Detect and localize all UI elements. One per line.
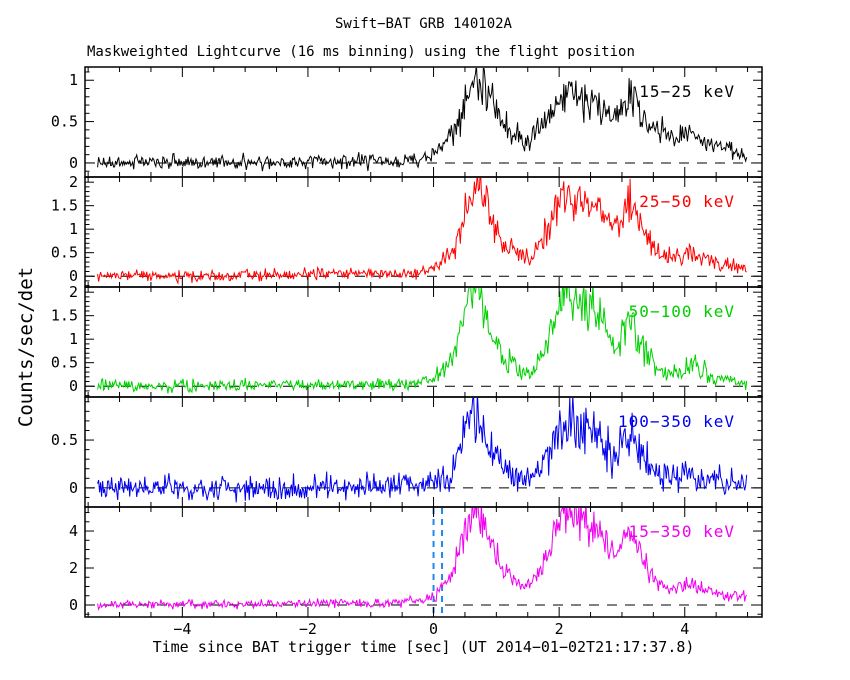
y-tick-label: 1 bbox=[69, 71, 78, 89]
band-label-100-350-kev: 100−350 keV bbox=[618, 412, 735, 431]
lightcurve-15-25-kev bbox=[97, 68, 748, 172]
y-tick-label: 2 bbox=[69, 283, 78, 301]
lightcurve-100-350-kev bbox=[97, 398, 748, 503]
y-tick-labels-100-350-kev: 00.5 bbox=[51, 431, 78, 497]
panel-frame-15-350-kev bbox=[84, 506, 763, 618]
ticks-15-25-kev bbox=[85, 67, 762, 177]
x-tick-labels: −4 −2 0 2 4 bbox=[173, 620, 689, 638]
y-tick-labels-25-50-kev: 0 0.5 1 1.5 2 bbox=[51, 173, 78, 285]
lightcurve-50-100-kev bbox=[97, 288, 748, 394]
x-tick-label: 4 bbox=[680, 620, 689, 638]
y-tick-label: 1.5 bbox=[51, 197, 78, 215]
x-tick-label: −2 bbox=[299, 620, 317, 638]
chart-subtitle: Maskweighted Lightcurve (16 ms binning) … bbox=[87, 44, 635, 60]
band-label-15-25-kev: 15−25 keV bbox=[639, 82, 735, 101]
y-tick-label: 0 bbox=[69, 154, 78, 172]
y-tick-label: 2 bbox=[69, 559, 78, 577]
y-tick-label: 0 bbox=[69, 479, 78, 497]
y-tick-label: 0.5 bbox=[51, 431, 78, 449]
ticks-100-350-kev bbox=[85, 397, 762, 507]
y-tick-label: 1.5 bbox=[51, 307, 78, 325]
panel-50-100-kev: 0 0.5 1 1.5 2 50−100 keV bbox=[51, 283, 763, 398]
ticks-50-100-kev bbox=[85, 286, 762, 397]
y-tick-label: 0 bbox=[69, 267, 78, 285]
panel-15-350-kev: 0 2 4 15−350 keV bbox=[69, 506, 763, 618]
band-label-25-50-kev: 25−50 keV bbox=[639, 192, 735, 211]
y-tick-label: 0.5 bbox=[51, 113, 78, 131]
y-tick-label: 4 bbox=[69, 522, 78, 540]
chart-title: Swift−BAT GRB 140102A bbox=[334, 16, 512, 32]
x-tick-label: −4 bbox=[173, 620, 191, 638]
band-label-15-350-kev: 15−350 keV bbox=[629, 522, 735, 541]
x-tick-label: 2 bbox=[555, 620, 564, 638]
ticks-25-50-kev bbox=[85, 176, 762, 287]
y-tick-label: 0 bbox=[69, 377, 78, 395]
y-tick-label: 1 bbox=[69, 330, 78, 348]
ticks-15-350-kev bbox=[85, 507, 762, 617]
y-tick-label: 1 bbox=[69, 220, 78, 238]
y-tick-labels-15-25-kev: 00.51 bbox=[51, 71, 78, 172]
y-tick-labels-15-350-kev: 0 2 4 bbox=[69, 522, 78, 614]
y-tick-label: 2 bbox=[69, 173, 78, 191]
x-axis-label: Time since BAT trigger time [sec] (UT 20… bbox=[152, 638, 695, 656]
y-axis-label: Counts/sec/det bbox=[15, 266, 37, 428]
y-tick-label: 0.5 bbox=[51, 354, 78, 372]
x-tick-label: 0 bbox=[429, 620, 438, 638]
y-tick-label: 0 bbox=[69, 596, 78, 614]
y-tick-labels-50-100-kev: 0 0.5 1 1.5 2 bbox=[51, 283, 78, 395]
band-label-50-100-kev: 50−100 keV bbox=[629, 302, 735, 321]
panel-25-50-kev: 0 0.5 1 1.5 2 25−50 keV bbox=[51, 173, 763, 288]
y-tick-label: 0.5 bbox=[51, 244, 78, 262]
lightcurve-25-50-kev bbox=[97, 178, 747, 285]
lightcurve-15-350-kev bbox=[97, 508, 748, 611]
